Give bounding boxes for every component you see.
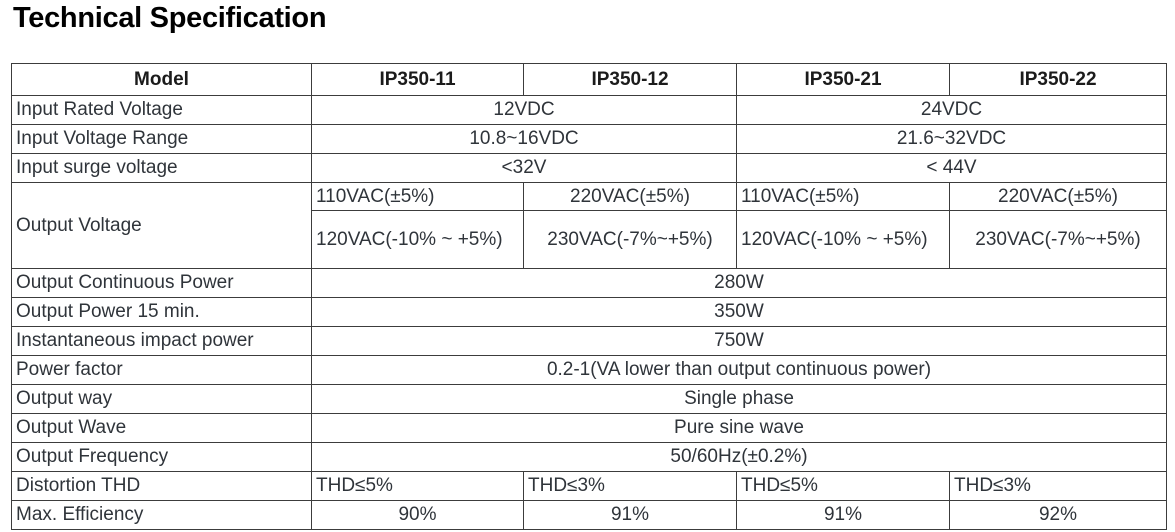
value-output-power-15min: 350W [311,297,1167,327]
row-input-voltage-range: Input Voltage Range 10.8~16VDC 21.6~32VD… [11,124,1167,154]
value-distortion-thd-ip350-11: THD≤5% [311,471,524,501]
value-output-continuous-power: 280W [311,268,1167,298]
value-output-voltage-r1-ip350-22: 220VAC(±5%) [949,182,1167,211]
row-label-instantaneous-impact-power: Instantaneous impact power [11,326,312,356]
header-model: Model [11,63,312,96]
value-input-rated-voltage-12v: 12VDC [311,95,737,125]
row-distortion-thd: Distortion THD THD≤5% THD≤3% THD≤5% THD≤… [11,471,1167,501]
value-output-voltage-r2-ip350-22: 230VAC(-7%~+5%) [949,210,1167,269]
row-label-output-voltage: Output Voltage [11,182,312,269]
value-instantaneous-impact-power: 750W [311,326,1167,356]
row-label-power-factor: Power factor [11,355,312,385]
row-label-output-frequency: Output Frequency [11,442,312,472]
row-instantaneous-impact-power: Instantaneous impact power 750W [11,326,1167,356]
value-output-voltage-r2-ip350-11: 120VAC(-10% ~ +5%) [311,210,524,269]
value-output-voltage-r1-ip350-12: 220VAC(±5%) [523,182,737,211]
row-label-output-power-15min: Output Power 15 min. [11,297,312,327]
row-label-output-wave: Output Wave [11,413,312,443]
row-input-surge-voltage: Input surge voltage <32V < 44V [11,153,1167,183]
row-label-input-voltage-range: Input Voltage Range [11,124,312,154]
row-label-max-efficiency: Max. Efficiency [11,500,312,530]
header-col-ip350-12: IP350-12 [523,63,737,96]
header-col-ip350-21: IP350-21 [736,63,950,96]
value-max-efficiency-ip350-11: 90% [311,500,524,530]
value-max-efficiency-ip350-12: 91% [523,500,737,530]
value-output-frequency: 50/60Hz(±0.2%) [311,442,1167,472]
value-distortion-thd-ip350-21: THD≤5% [736,471,950,501]
row-output-way: Output way Single phase [11,384,1167,414]
row-output-wave: Output Wave Pure sine wave [11,413,1167,443]
value-power-factor: 0.2-1(VA lower than output continuous po… [311,355,1167,385]
value-distortion-thd-ip350-22: THD≤3% [949,471,1167,501]
row-label-distortion-thd: Distortion THD [11,471,312,501]
row-label-output-way: Output way [11,384,312,414]
value-output-voltage-r2-ip350-12: 230VAC(-7%~+5%) [523,210,737,269]
row-label-output-continuous-power: Output Continuous Power [11,268,312,298]
row-power-factor: Power factor 0.2-1(VA lower than output … [11,355,1167,385]
row-output-frequency: Output Frequency 50/60Hz(±0.2%) [11,442,1167,472]
row-output-continuous-power: Output Continuous Power 280W [11,268,1167,298]
header-col-ip350-22: IP350-22 [949,63,1167,96]
value-output-voltage-r1-ip350-21: 110VAC(±5%) [736,182,950,211]
table-header-row: Model IP350-11 IP350-12 IP350-21 IP350-2… [11,63,1167,96]
row-output-voltage-sub2: 120VAC(-10% ~ +5%) 230VAC(-7%~+5%) 120VA… [12,210,1167,269]
value-input-voltage-range-24v: 21.6~32VDC [736,124,1167,154]
row-max-efficiency: Max. Efficiency 90% 91% 91% 92% [11,500,1167,530]
value-max-efficiency-ip350-22: 92% [949,500,1167,530]
row-input-rated-voltage: Input Rated Voltage 12VDC 24VDC [11,95,1167,125]
value-input-surge-voltage-24v: < 44V [736,153,1167,183]
value-distortion-thd-ip350-12: THD≤3% [523,471,737,501]
value-input-surge-voltage-12v: <32V [311,153,737,183]
value-output-voltage-r2-ip350-21: 120VAC(-10% ~ +5%) [736,210,950,269]
value-input-voltage-range-12v: 10.8~16VDC [311,124,737,154]
value-max-efficiency-ip350-21: 91% [736,500,950,530]
technical-specification-table: Model IP350-11 IP350-12 IP350-21 IP350-2… [11,63,1167,530]
page-title: Technical Specification [13,2,327,34]
value-output-wave: Pure sine wave [311,413,1167,443]
value-output-voltage-r1-ip350-11: 110VAC(±5%) [311,182,524,211]
row-label-input-rated-voltage: Input Rated Voltage [11,95,312,125]
row-output-voltage-sub1: Output Voltage 110VAC(±5%) 220VAC(±5%) 1… [11,182,1167,269]
row-output-power-15min: Output Power 15 min. 350W [11,297,1167,327]
row-label-input-surge-voltage: Input surge voltage [11,153,312,183]
value-input-rated-voltage-24v: 24VDC [736,95,1167,125]
header-col-ip350-11: IP350-11 [311,63,524,96]
value-output-way: Single phase [311,384,1167,414]
